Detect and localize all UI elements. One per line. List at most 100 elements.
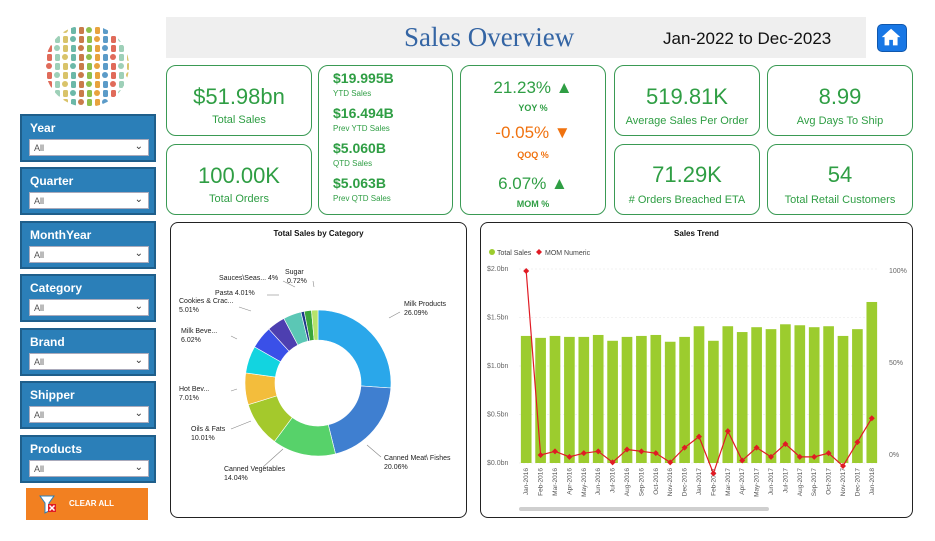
sales-bar[interactable]	[607, 340, 618, 463]
sales-bar[interactable]	[592, 334, 604, 463]
mom-point[interactable]	[696, 433, 702, 440]
mom-point[interactable]	[523, 268, 530, 274]
slice-label: Oils & Fats	[191, 426, 226, 433]
chevron-down-icon: ⌄	[134, 462, 143, 473]
mom-point[interactable]	[868, 415, 875, 422]
x-tick: Dec-2016	[682, 468, 689, 497]
sales-bar[interactable]	[520, 335, 532, 463]
mom-point[interactable]	[537, 452, 544, 458]
mom-point[interactable]	[667, 459, 674, 466]
mom-point[interactable]	[796, 453, 803, 460]
slice-pct-label: 6.02%	[181, 337, 201, 344]
mom-point[interactable]	[580, 450, 587, 457]
slicer-dropdown[interactable]: All ⌄	[29, 192, 149, 209]
slicer-dropdown[interactable]: All ⌄	[29, 246, 149, 263]
mom-point[interactable]	[609, 459, 616, 466]
x-tick: Jul-2016	[610, 468, 617, 493]
mom-point[interactable]	[768, 453, 774, 460]
mom-point[interactable]	[724, 428, 731, 435]
down-arrow-icon: ▼	[553, 123, 571, 142]
total-orders-value: 100.00K	[198, 163, 280, 188]
sales-bar[interactable]	[708, 340, 719, 463]
clear-all-button[interactable]: CLEAR ALL	[26, 488, 148, 520]
sales-bar[interactable]	[780, 324, 791, 463]
kpi-retail-customers: 54 Total Retail Customers	[767, 144, 913, 215]
sales-bar[interactable]	[765, 329, 777, 463]
sales-bar[interactable]	[621, 336, 633, 463]
sales-bar[interactable]	[636, 335, 647, 463]
sales-trend-panel: Sales Trend Total Sales MOM Numeric $0.0bn…	[480, 222, 913, 518]
mom-point[interactable]	[753, 444, 760, 451]
mom-point[interactable]	[652, 450, 659, 457]
slicer-value: All	[34, 250, 45, 260]
mom-point[interactable]	[681, 444, 688, 451]
mom-point[interactable]	[840, 463, 846, 470]
leader-line	[230, 335, 238, 340]
sales-bar[interactable]	[823, 326, 834, 463]
yoy-value: 21.23%	[493, 78, 552, 97]
sales-bar[interactable]	[808, 327, 820, 463]
y-left-tick: $0.0bn	[487, 460, 509, 467]
slicer-value: All	[34, 303, 45, 313]
mom-point[interactable]	[566, 453, 573, 460]
mom-point[interactable]	[710, 470, 717, 477]
sales-bar[interactable]	[664, 341, 676, 463]
chevron-down-icon: ⌄	[134, 408, 143, 419]
legend-mom-numeric: MOM Numeric	[545, 250, 591, 257]
donut-slice[interactable]	[317, 309, 392, 389]
sales-bar[interactable]	[535, 337, 546, 463]
sales-bar[interactable]	[794, 325, 806, 463]
horizontal-scrollbar[interactable]	[519, 507, 769, 511]
slice-pct-label: 7.01%	[179, 395, 199, 402]
slicer-dropdown[interactable]: All ⌄	[29, 353, 149, 370]
mom-point[interactable]	[782, 440, 789, 447]
mom-point[interactable]	[811, 453, 818, 460]
home-icon	[881, 28, 901, 46]
donut-slice[interactable]	[327, 385, 392, 455]
sales-bar[interactable]	[866, 301, 878, 463]
slicer-label: Category	[30, 281, 83, 295]
sales-bar[interactable]	[564, 336, 575, 463]
mom-point[interactable]	[825, 450, 832, 457]
retail-customers-value: 54	[827, 162, 853, 187]
slice-pct-label: 14.04%	[224, 475, 248, 482]
mom-point[interactable]	[638, 448, 645, 455]
x-tick: Jan-2018	[869, 468, 876, 495]
category-donut-panel: Total Sales by Category Milk Products 26.…	[170, 222, 467, 518]
slicer-label: Year	[30, 121, 56, 135]
y-right-tick: 0%	[889, 452, 899, 459]
x-tick: May-2017	[754, 468, 761, 497]
x-tick: Aug-2016	[624, 468, 631, 497]
mom-point[interactable]	[552, 448, 558, 455]
donut-slice[interactable]	[311, 309, 319, 341]
slicer-dropdown[interactable]: All ⌄	[29, 139, 149, 156]
mom-point[interactable]	[624, 446, 630, 453]
sales-bar[interactable]	[852, 329, 863, 463]
sales-bar[interactable]	[578, 336, 590, 463]
slicer-dropdown[interactable]: All ⌄	[29, 460, 149, 477]
sales-bar[interactable]	[679, 336, 690, 463]
qtd-sales-label: QTD Sales	[333, 159, 373, 168]
home-button[interactable]	[877, 24, 907, 52]
slice-label: Milk Beve...	[181, 328, 217, 335]
mom-point[interactable]	[595, 448, 602, 455]
mom-point[interactable]	[854, 439, 861, 446]
slicer-monthyear: MonthYear All ⌄	[20, 221, 156, 269]
chevron-down-icon: ⌄	[134, 194, 143, 205]
sales-bar[interactable]	[549, 335, 561, 463]
slicer-dropdown[interactable]: All ⌄	[29, 299, 149, 316]
sales-bar[interactable]	[837, 335, 849, 463]
clear-all-label: CLEAR ALL	[69, 499, 115, 508]
sales-bar[interactable]	[722, 326, 734, 463]
mom-point[interactable]	[739, 457, 746, 464]
x-tick: Nov-2016	[667, 468, 674, 497]
x-tick: Sep-2017	[811, 468, 818, 497]
qoq-value: -0.05%	[495, 123, 550, 142]
page-title: Sales Overview	[404, 22, 575, 52]
sales-bar[interactable]	[751, 327, 762, 463]
slicer-dropdown[interactable]: All ⌄	[29, 406, 149, 423]
sales-bar[interactable]	[650, 334, 662, 463]
sales-bar[interactable]	[693, 326, 705, 463]
sales-bar[interactable]	[736, 332, 748, 463]
